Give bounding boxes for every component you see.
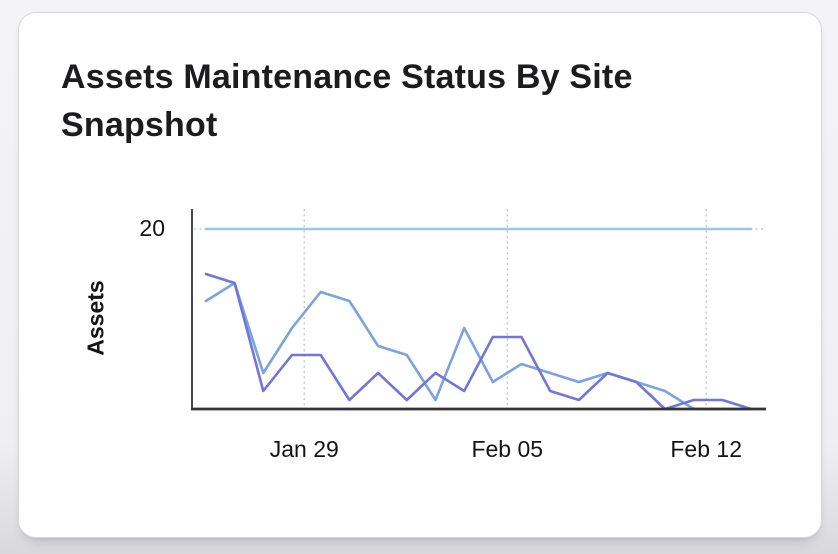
line-chart[interactable] [191,209,766,411]
chart-card[interactable]: Assets Maintenance Status By Site Snapsh… [18,12,822,538]
y-axis-title: Assets [82,280,109,356]
chart-title: Assets Maintenance Status By Site Snapsh… [61,58,633,144]
x-tick-label: Feb 05 [471,436,544,462]
y-tick-label: 20 [139,215,165,241]
x-tick-label: Jan 29 [269,436,339,462]
series-line-purple [204,272,753,411]
x-tick-label: Feb 12 [670,436,742,462]
series-line-light-blue [204,281,753,411]
